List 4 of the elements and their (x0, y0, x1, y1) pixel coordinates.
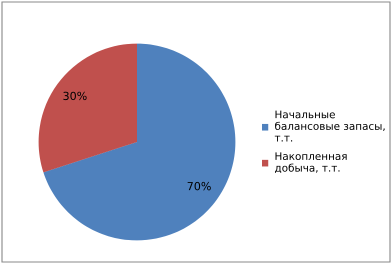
legend-label: Накопленная добыча, т.т. (275, 152, 347, 174)
data-label: 70% (188, 182, 211, 190)
data-label: 30% (63, 92, 87, 100)
legend-label: Начальные балансовые запасы, т.т. (274, 110, 385, 142)
